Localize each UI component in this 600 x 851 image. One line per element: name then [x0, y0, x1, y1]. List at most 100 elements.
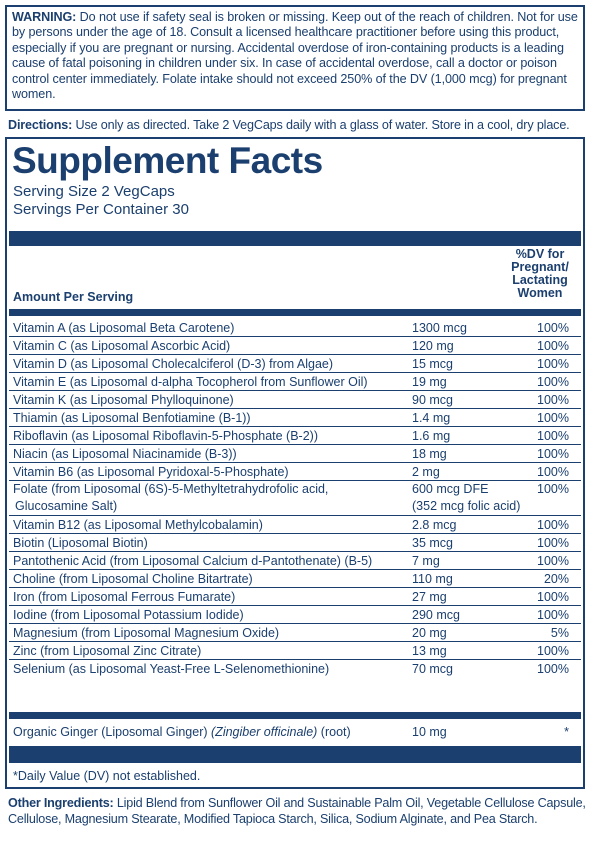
- nutrient-name: Vitamin B6 (as Liposomal Pyridoxal-5-Pho…: [13, 465, 289, 479]
- table-row: Pantothenic Acid (from Liposomal Calcium…: [9, 552, 581, 570]
- nutrient-name: Choline (from Liposomal Choline Bitartra…: [13, 572, 253, 586]
- nutrient-name: Folate (from Liposomal (6S)-5-Methyltetr…: [13, 481, 409, 514]
- table-row: Vitamin E (as Liposomal d-alpha Tocopher…: [9, 373, 581, 391]
- nutrient-amount-line: (352 mcg folic acid): [412, 498, 521, 513]
- nutrient-name: Riboflavin (as Liposomal Riboflavin-5-Ph…: [13, 429, 318, 443]
- nutrient-amount: 1.6 mg: [412, 429, 451, 443]
- table-row: Choline (from Liposomal Choline Bitartra…: [9, 570, 581, 588]
- other-ingredients: Other Ingredients: Lipid Blend from Sunf…: [8, 796, 593, 827]
- servings-per-container: Servings Per Container 30: [13, 201, 189, 218]
- nutrient-name: Vitamin E (as Liposomal d-alpha Tocopher…: [13, 375, 368, 389]
- thick-divider: [9, 231, 581, 246]
- nutrient-dv: 100%: [537, 339, 569, 353]
- directions: Directions: Use only as directed. Take 2…: [8, 118, 598, 133]
- nutrient-dv: 100%: [537, 644, 569, 658]
- nutrient-dv: 100%: [537, 321, 569, 335]
- nutrient-dv: 100%: [537, 375, 569, 389]
- nutrient-amount: 2 mg: [412, 465, 440, 479]
- nutrient-dv: 100%: [537, 662, 569, 676]
- nutrient-amount: 15 mcg: [412, 357, 453, 371]
- amount-header: Amount Per Serving: [13, 290, 134, 304]
- table-row: Niacin (as Liposomal Niacinamide (B-3)) 1…: [9, 445, 581, 463]
- nutrient-name: Selenium (as Liposomal Yeast-Free L-Sele…: [13, 662, 330, 676]
- nutrient-name: Vitamin A (as Liposomal Beta Carotene): [13, 321, 235, 335]
- nutrient-amount: 120 mg: [412, 339, 454, 353]
- supplement-facts-panel: Supplement Facts Serving Size 2 VegCaps …: [5, 137, 585, 789]
- nutrient-amount: 1.4 mg: [412, 411, 451, 425]
- table-row: Thiamin (as Liposomal Benfotiamine (B-1)…: [9, 409, 581, 427]
- nutrient-amount: 19 mg: [412, 375, 447, 389]
- nutrient-dv: 20%: [543, 572, 569, 586]
- table-row: Vitamin B6 (as Liposomal Pyridoxal-5-Pho…: [9, 463, 581, 481]
- nutrient-name-line: Folate (from Liposomal (6S)-5-Methyltetr…: [13, 482, 329, 496]
- nutrient-dv: 100%: [537, 465, 569, 479]
- warning-label: WARNING:: [12, 10, 77, 24]
- footnote-divider: [9, 746, 581, 763]
- nutrient-amount: 7 mg: [412, 554, 440, 568]
- nutrient-name: Niacin (as Liposomal Niacinamide (B-3)): [13, 447, 237, 461]
- nutrient-amount: 110 mg: [412, 572, 453, 586]
- table-row: Vitamin A (as Liposomal Beta Carotene) 13…: [9, 319, 581, 337]
- table-row: Riboflavin (as Liposomal Riboflavin-5-Ph…: [9, 427, 581, 445]
- table-row: Folate (from Liposomal (6S)-5-Methyltetr…: [9, 481, 581, 516]
- nutrient-amount: 18 mg: [412, 447, 447, 461]
- nutrient-name: Thiamin (as Liposomal Benfotiamine (B-1)…: [13, 411, 251, 425]
- nutrient-name: Iodine (from Liposomal Potassium Iodide): [13, 608, 244, 622]
- nutrient-dv: 100%: [537, 518, 569, 532]
- nutrient-amount: 290 mcg: [412, 608, 460, 622]
- nutrient-amount-line: 600 mcg DFE: [412, 482, 489, 496]
- nutrient-name: Pantothenic Acid (from Liposomal Calcium…: [13, 554, 373, 568]
- nutrient-dv: 100%: [537, 357, 569, 371]
- nutrient-dv: 100%: [537, 536, 569, 550]
- nutrient-name: Magnesium (from Liposomal Magnesium Oxid…: [13, 626, 280, 640]
- table-row: Magnesium (from Liposomal Magnesium Oxid…: [9, 624, 581, 642]
- nutrient-dv: 100%: [537, 482, 569, 496]
- nutrient-amount: 1300 mcg: [412, 321, 467, 335]
- table-row: Iodine (from Liposomal Potassium Iodide)…: [9, 606, 581, 624]
- nutrient-dv: 100%: [537, 590, 569, 604]
- nutrient-dv: 100%: [537, 447, 569, 461]
- nutrient-dv: 5%: [550, 626, 569, 640]
- table-row: Vitamin D (as Liposomal Cholecalciferol …: [9, 355, 581, 373]
- table-row-ginger: Organic Ginger (Liposomal Ginger) (Zingi…: [13, 725, 569, 739]
- table-row: Zinc (from Liposomal Zinc Citrate) 13 mg 1…: [9, 642, 581, 660]
- nutrient-amount: 20 mg: [412, 626, 447, 640]
- warning-box: WARNING: Do not use if safety seal is br…: [5, 5, 585, 111]
- nutrient-amount: 13 mg: [412, 644, 447, 658]
- nutrient-name: Vitamin B12 (as Liposomal Methylcobalami…: [13, 518, 263, 532]
- footnote: *Daily Value (DV) not established.: [13, 769, 201, 783]
- nutrient-dv: 100%: [537, 554, 569, 568]
- nutrient-name: Vitamin K (as Liposomal Phylloquinone): [13, 393, 234, 407]
- nutrient-dv: 100%: [537, 393, 569, 407]
- nutrient-amount: 35 mcg: [412, 536, 453, 550]
- serving-size: Serving Size 2 VegCaps: [13, 183, 175, 200]
- nutrient-dv: 100%: [537, 608, 569, 622]
- other-ingredients-text: Lipid Blend from Sunflower Oil and Susta…: [8, 796, 586, 826]
- table-row: Selenium (as Liposomal Yeast-Free L-Sele…: [9, 660, 581, 678]
- blend-divider: [9, 712, 581, 719]
- table-row: Vitamin K (as Liposomal Phylloquinone) 90…: [9, 391, 581, 409]
- nutrient-name: Biotin (Liposomal Biotin): [13, 536, 148, 550]
- nutrient-name-line: Glucosamine Salt): [15, 498, 118, 513]
- other-ingredients-label: Other Ingredients:: [8, 796, 114, 810]
- nutrient-amount: 90 mcg: [412, 393, 453, 407]
- nutrient-name: Vitamin D (as Liposomal Cholecalciferol …: [13, 357, 334, 371]
- table-row: Vitamin B12 (as Liposomal Methylcobalami…: [9, 516, 581, 534]
- directions-text: Use only as directed. Take 2 VegCaps dai…: [75, 118, 570, 132]
- table-row: Biotin (Liposomal Biotin) 35 mcg 100%: [9, 534, 581, 552]
- header-divider: [9, 309, 581, 316]
- nutrient-amount: 27 mg: [412, 590, 447, 604]
- nutrient-dv: 100%: [537, 429, 569, 443]
- warning-text: Do not use if safety seal is broken or m…: [12, 10, 578, 102]
- nutrient-name: Vitamin C (as Liposomal Ascorbic Acid): [13, 339, 231, 353]
- table-row: Iron (from Liposomal Ferrous Fumarate) 27…: [9, 588, 581, 606]
- directions-label: Directions:: [8, 118, 73, 132]
- nutrient-name: Zinc (from Liposomal Zinc Citrate): [13, 644, 202, 658]
- nutrient-amount: 2.8 mcg: [412, 518, 457, 532]
- nutrient-amount: 70 mcg: [412, 662, 453, 676]
- nutrient-dv: 100%: [537, 411, 569, 425]
- dv-header: %DV for Pregnant/ Lactating Women: [511, 247, 569, 300]
- table-row: Vitamin C (as Liposomal Ascorbic Acid) 12…: [9, 337, 581, 355]
- nutrient-name: Iron (from Liposomal Ferrous Fumarate): [13, 590, 236, 604]
- nutrient-amount: 600 mcg DFE (352 mcg folic acid): [412, 481, 520, 514]
